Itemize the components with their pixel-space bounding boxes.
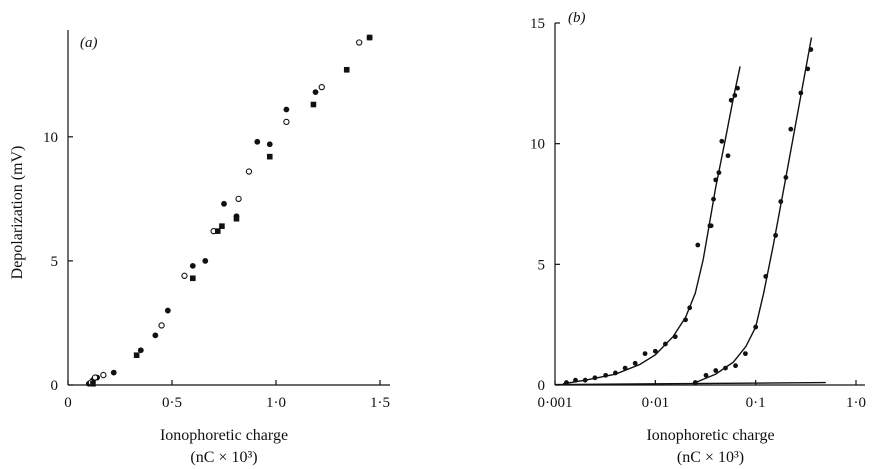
data-point-filled-circle: [725, 153, 731, 159]
data-point-open-circle: [100, 371, 107, 379]
data-point-filled-circle: [723, 365, 728, 371]
data-point-filled-circle: [189, 262, 196, 269]
data-point-filled-circle: [622, 365, 628, 371]
data-point-filled-circle: [137, 347, 144, 354]
data-point-filled-circle: [110, 369, 117, 376]
data-point-square: [219, 223, 225, 229]
data-point-filled-circle: [672, 334, 678, 340]
data-point-filled-circle: [652, 348, 658, 354]
data-point-filled-circle: [753, 324, 759, 330]
data-point-filled-circle: [164, 307, 171, 314]
data-point-square: [90, 380, 96, 387]
y-tick-label: 0: [538, 378, 546, 394]
data-point-square: [343, 66, 350, 73]
data-point-filled-circle: [592, 375, 598, 381]
data-point-filled-circle: [711, 196, 716, 202]
data-point-filled-circle: [266, 141, 273, 148]
data-point-filled-circle: [152, 332, 159, 339]
data-point-filled-circle: [778, 199, 784, 204]
panel-label: (a): [80, 35, 98, 51]
x-axis-title: Ionophoretic charge: [646, 427, 774, 444]
data-point-filled-circle: [763, 274, 769, 279]
data-point-filled-circle: [783, 175, 789, 180]
data-point-square: [310, 101, 317, 108]
data-point-filled-circle: [742, 351, 748, 357]
x-tick-label: 0·01: [642, 395, 670, 411]
y-tick-label: 0: [51, 378, 59, 394]
data-point-open-circle: [245, 168, 253, 175]
data-point-filled-circle: [735, 85, 740, 91]
data-point-filled-circle: [632, 360, 638, 366]
data-point-filled-circle: [312, 89, 319, 96]
y-tick-label: 15: [530, 16, 545, 32]
data-point-square: [190, 275, 196, 282]
x-axis-title: Ionophoretic charge: [160, 427, 288, 444]
data-point-open-circle: [235, 195, 242, 202]
data-point-square: [266, 153, 273, 160]
baseline: [554, 381, 826, 386]
data-point-filled-circle: [642, 351, 648, 357]
data-point-open-circle: [91, 374, 99, 381]
data-point-open-circle: [318, 84, 325, 91]
data-point-filled-circle: [708, 223, 714, 229]
data-point-filled-circle: [573, 377, 578, 383]
x-tick-label: 0: [64, 395, 72, 411]
data-point-filled-circle: [719, 138, 725, 144]
y-tick-label: 10: [43, 130, 58, 146]
data-point-filled-circle: [805, 66, 811, 72]
data-point-filled-circle: [703, 372, 709, 378]
panel-label: (b): [568, 10, 586, 26]
data-point-filled-circle: [663, 341, 668, 347]
data-point-filled-circle: [564, 380, 569, 385]
data-point-filled-circle: [692, 380, 698, 385]
data-point-filled-circle: [788, 126, 794, 132]
x-tick-label: 1·0: [846, 395, 866, 411]
data-point-filled-circle: [713, 177, 719, 183]
data-point-filled-circle: [202, 257, 209, 264]
x-tick-label: 1·0: [266, 395, 286, 411]
data-point-open-circle: [356, 39, 363, 46]
data-point-filled-circle: [732, 93, 738, 98]
data-point-square: [366, 34, 373, 41]
data-point-square: [214, 228, 221, 234]
y-tick-label: 5: [538, 257, 546, 273]
fit-line-2: [694, 37, 813, 384]
data-point-filled-circle: [798, 90, 804, 96]
x-tick-label: 0·001: [538, 395, 573, 411]
data-point-filled-circle: [687, 305, 693, 311]
fit-line-1: [562, 66, 741, 385]
x-axis-units: (nC × 10³): [190, 449, 257, 466]
data-point-open-circle: [158, 322, 165, 329]
data-point-open-circle: [283, 118, 290, 126]
data-point-filled-circle: [283, 106, 290, 113]
panel-a: 0 0·5 1·0 1·5 0 5 10 (a) Ionophoretic charge (nC …: [9, 30, 390, 466]
data-point-filled-circle: [254, 138, 261, 145]
data-point-filled-circle: [582, 377, 588, 383]
data-point-square: [233, 215, 240, 222]
x-tick-label: 0·1: [746, 395, 766, 411]
data-point-open-circle: [181, 272, 188, 279]
data-point-filled-circle: [683, 317, 688, 323]
data-point-filled-circle: [808, 47, 814, 52]
y-axis-title: Depolarization (mV): [9, 146, 26, 280]
data-point-filled-circle: [716, 170, 722, 176]
x-tick-label: 1·5: [370, 395, 390, 411]
data-point-filled-circle: [613, 370, 618, 376]
data-point-filled-circle: [221, 200, 227, 207]
x-tick-label: 0·5: [162, 395, 182, 411]
data-point-filled-circle: [713, 368, 719, 373]
data-point-filled-circle: [695, 242, 701, 248]
data-point-filled-circle: [773, 232, 778, 238]
y-tick-label: 10: [530, 137, 545, 153]
x-axis-units: (nC × 10³): [677, 449, 744, 466]
data-point-filled-circle: [733, 363, 738, 369]
data-point-square: [133, 352, 140, 359]
panel-b: 0·001 0·01 0·1 1·0 0 5 10 15 (b) Ionophoretic cha…: [530, 10, 866, 466]
y-tick-label: 5: [51, 254, 59, 270]
data-point-filled-circle: [603, 372, 609, 378]
data-point-filled-circle: [728, 97, 734, 103]
